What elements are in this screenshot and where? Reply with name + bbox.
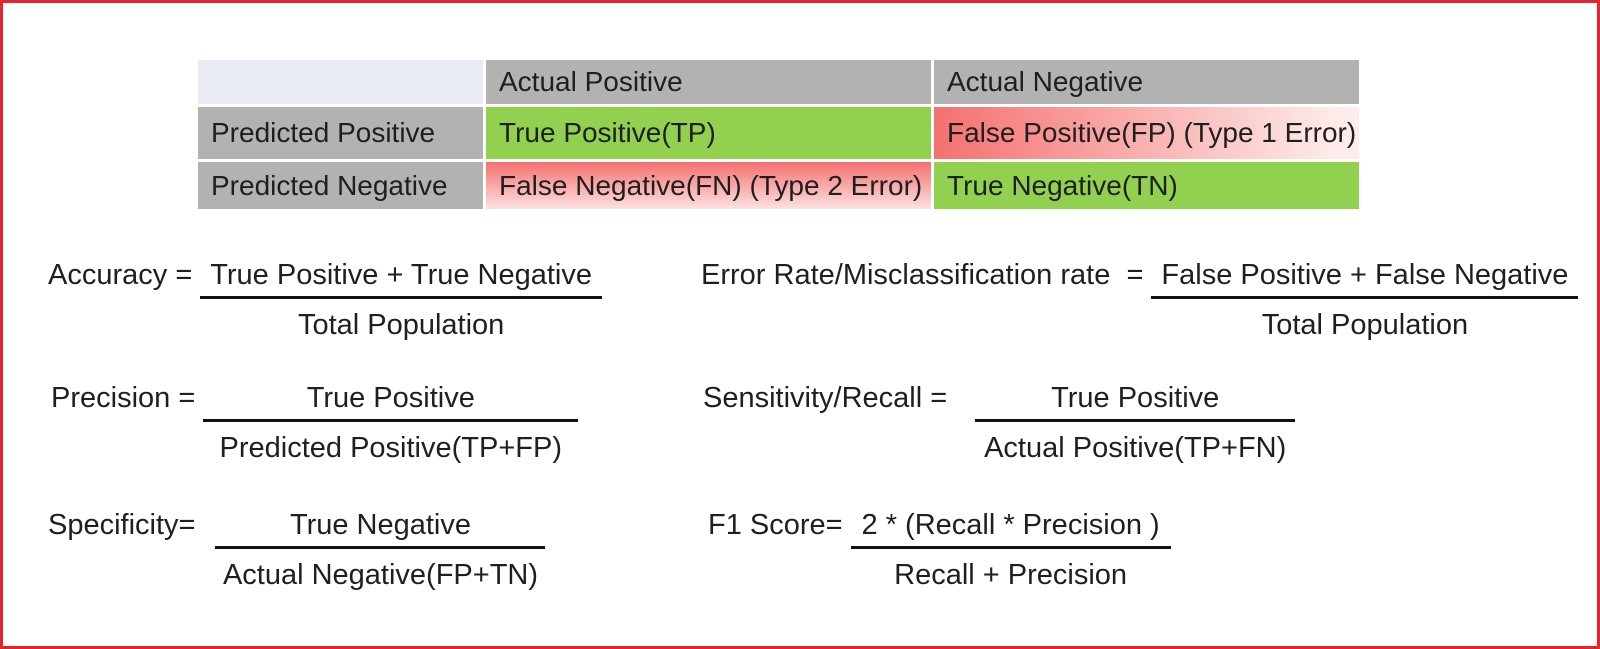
row-header-predicted-positive: Predicted Positive xyxy=(198,107,483,159)
formula-error-rate: Error Rate/Misclassification rate = Fals… xyxy=(701,257,1579,342)
formula-accuracy-label: Accuracy = xyxy=(48,259,193,291)
formula-f1-score-label: F1 Score= xyxy=(708,509,843,541)
row-header-predicted-negative: Predicted Negative xyxy=(198,162,483,209)
formula-sensitivity-recall-fraction: True Positive Actual Positive(TP+FN) xyxy=(975,380,1296,465)
formula-specificity-numerator: True Negative xyxy=(215,507,546,549)
formula-precision-numerator: True Positive xyxy=(203,380,579,422)
cell-false-positive: False Positive(FP) (Type 1 Error) xyxy=(934,107,1359,159)
formula-precision-fraction: True Positive Predicted Positive(TP+FP) xyxy=(203,380,579,465)
formula-specificity-fraction: True Negative Actual Negative(FP+TN) xyxy=(215,507,546,592)
formula-f1-score-numerator: 2 * (Recall * Precision ) xyxy=(850,507,1171,549)
formula-error-rate-denominator: Total Population xyxy=(1261,309,1469,341)
formula-f1-score-denominator: Recall + Precision xyxy=(894,559,1128,591)
formula-f1-score: F1 Score= 2 * (Recall * Precision ) Reca… xyxy=(708,507,1171,592)
formula-precision-label: Precision = xyxy=(51,382,196,414)
formula-sensitivity-recall-numerator: True Positive xyxy=(975,380,1296,422)
cell-false-negative: False Negative(FN) (Type 2 Error) xyxy=(486,162,931,209)
formula-specificity-denominator: Actual Negative(FP+TN) xyxy=(222,559,539,591)
formula-sensitivity-recall-denominator: Actual Positive(TP+FN) xyxy=(984,432,1287,464)
formula-specificity-label: Specificity= xyxy=(48,509,196,541)
formula-accuracy-fraction: True Positive + True Negative Total Popu… xyxy=(200,257,602,342)
formula-accuracy-numerator: True Positive + True Negative xyxy=(200,257,602,299)
formula-accuracy-denominator: Total Population xyxy=(297,309,505,341)
formula-specificity: Specificity= True Negative Actual Negati… xyxy=(48,507,546,592)
formula-error-rate-numerator: False Positive + False Negative xyxy=(1151,257,1579,299)
formula-accuracy: Accuracy = True Positive + True Negative… xyxy=(48,257,602,342)
cell-true-positive: True Positive(TP) xyxy=(486,107,931,159)
formula-precision: Precision = True Positive Predicted Posi… xyxy=(51,380,579,465)
formula-f1-score-fraction: 2 * (Recall * Precision ) Recall + Preci… xyxy=(850,507,1171,592)
formula-sensitivity-recall: Sensitivity/Recall = True Positive Actua… xyxy=(703,380,1296,465)
corner-cell xyxy=(198,60,483,104)
formula-error-rate-label: Error Rate/Misclassification rate = xyxy=(701,259,1144,291)
formula-precision-denominator: Predicted Positive(TP+FP) xyxy=(219,432,562,464)
cell-true-negative: True Negative(TN) xyxy=(934,162,1359,209)
confusion-matrix: Actual Positive Actual Negative Predicte… xyxy=(198,60,1359,209)
formula-error-rate-fraction: False Positive + False Negative Total Po… xyxy=(1151,257,1579,342)
col-header-actual-negative: Actual Negative xyxy=(934,60,1359,104)
col-header-actual-positive: Actual Positive xyxy=(486,60,931,104)
formula-sensitivity-recall-label: Sensitivity/Recall = xyxy=(703,382,948,414)
